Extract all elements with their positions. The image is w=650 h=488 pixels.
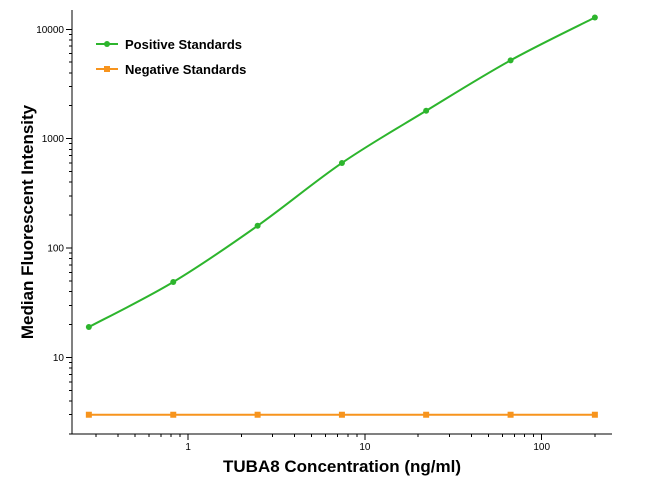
legend: Positive Standards Negative Standards xyxy=(96,37,246,77)
y-axis-title: Median Fluorescent Intensity xyxy=(18,104,37,339)
x-tick-label: 100 xyxy=(533,442,550,453)
legend-marker-square xyxy=(104,66,110,72)
data-point-circle xyxy=(338,159,345,166)
data-point-square xyxy=(85,411,92,418)
y-tick-label: 1000 xyxy=(42,134,65,145)
data-point-square xyxy=(591,411,598,418)
series-positive-standards xyxy=(85,14,598,331)
legend-label: Negative Standards xyxy=(125,62,246,77)
y-tick-label: 10 xyxy=(53,353,65,364)
data-point-circle xyxy=(507,57,514,64)
legend-marker-circle xyxy=(104,41,110,47)
data-point-circle xyxy=(170,279,177,286)
data-point-square xyxy=(338,411,345,418)
legend-entry: Negative Standards xyxy=(96,62,246,77)
data-point-circle xyxy=(254,222,261,229)
x-axis-title: TUBA8 Concentration (ng/ml) xyxy=(223,457,461,476)
data-point-square xyxy=(170,411,177,418)
y-tick-label: 10000 xyxy=(36,25,64,36)
data-point-circle xyxy=(591,14,598,21)
data-point-circle xyxy=(423,107,430,114)
legend-entry: Positive Standards xyxy=(96,37,242,52)
data-point-square xyxy=(254,411,261,418)
data-point-square xyxy=(423,411,430,418)
ticks: 10 100 1000 10000 1 10 100 xyxy=(36,25,596,453)
y-tick-label: 100 xyxy=(47,244,64,255)
series xyxy=(85,14,598,418)
axes xyxy=(71,10,612,435)
data-point-square xyxy=(507,411,514,418)
series-negative-standards xyxy=(85,411,598,418)
legend-label: Positive Standards xyxy=(125,37,242,52)
x-tick-label: 10 xyxy=(359,442,371,453)
x-tick-label: 1 xyxy=(185,442,191,453)
data-point-circle xyxy=(85,324,92,331)
